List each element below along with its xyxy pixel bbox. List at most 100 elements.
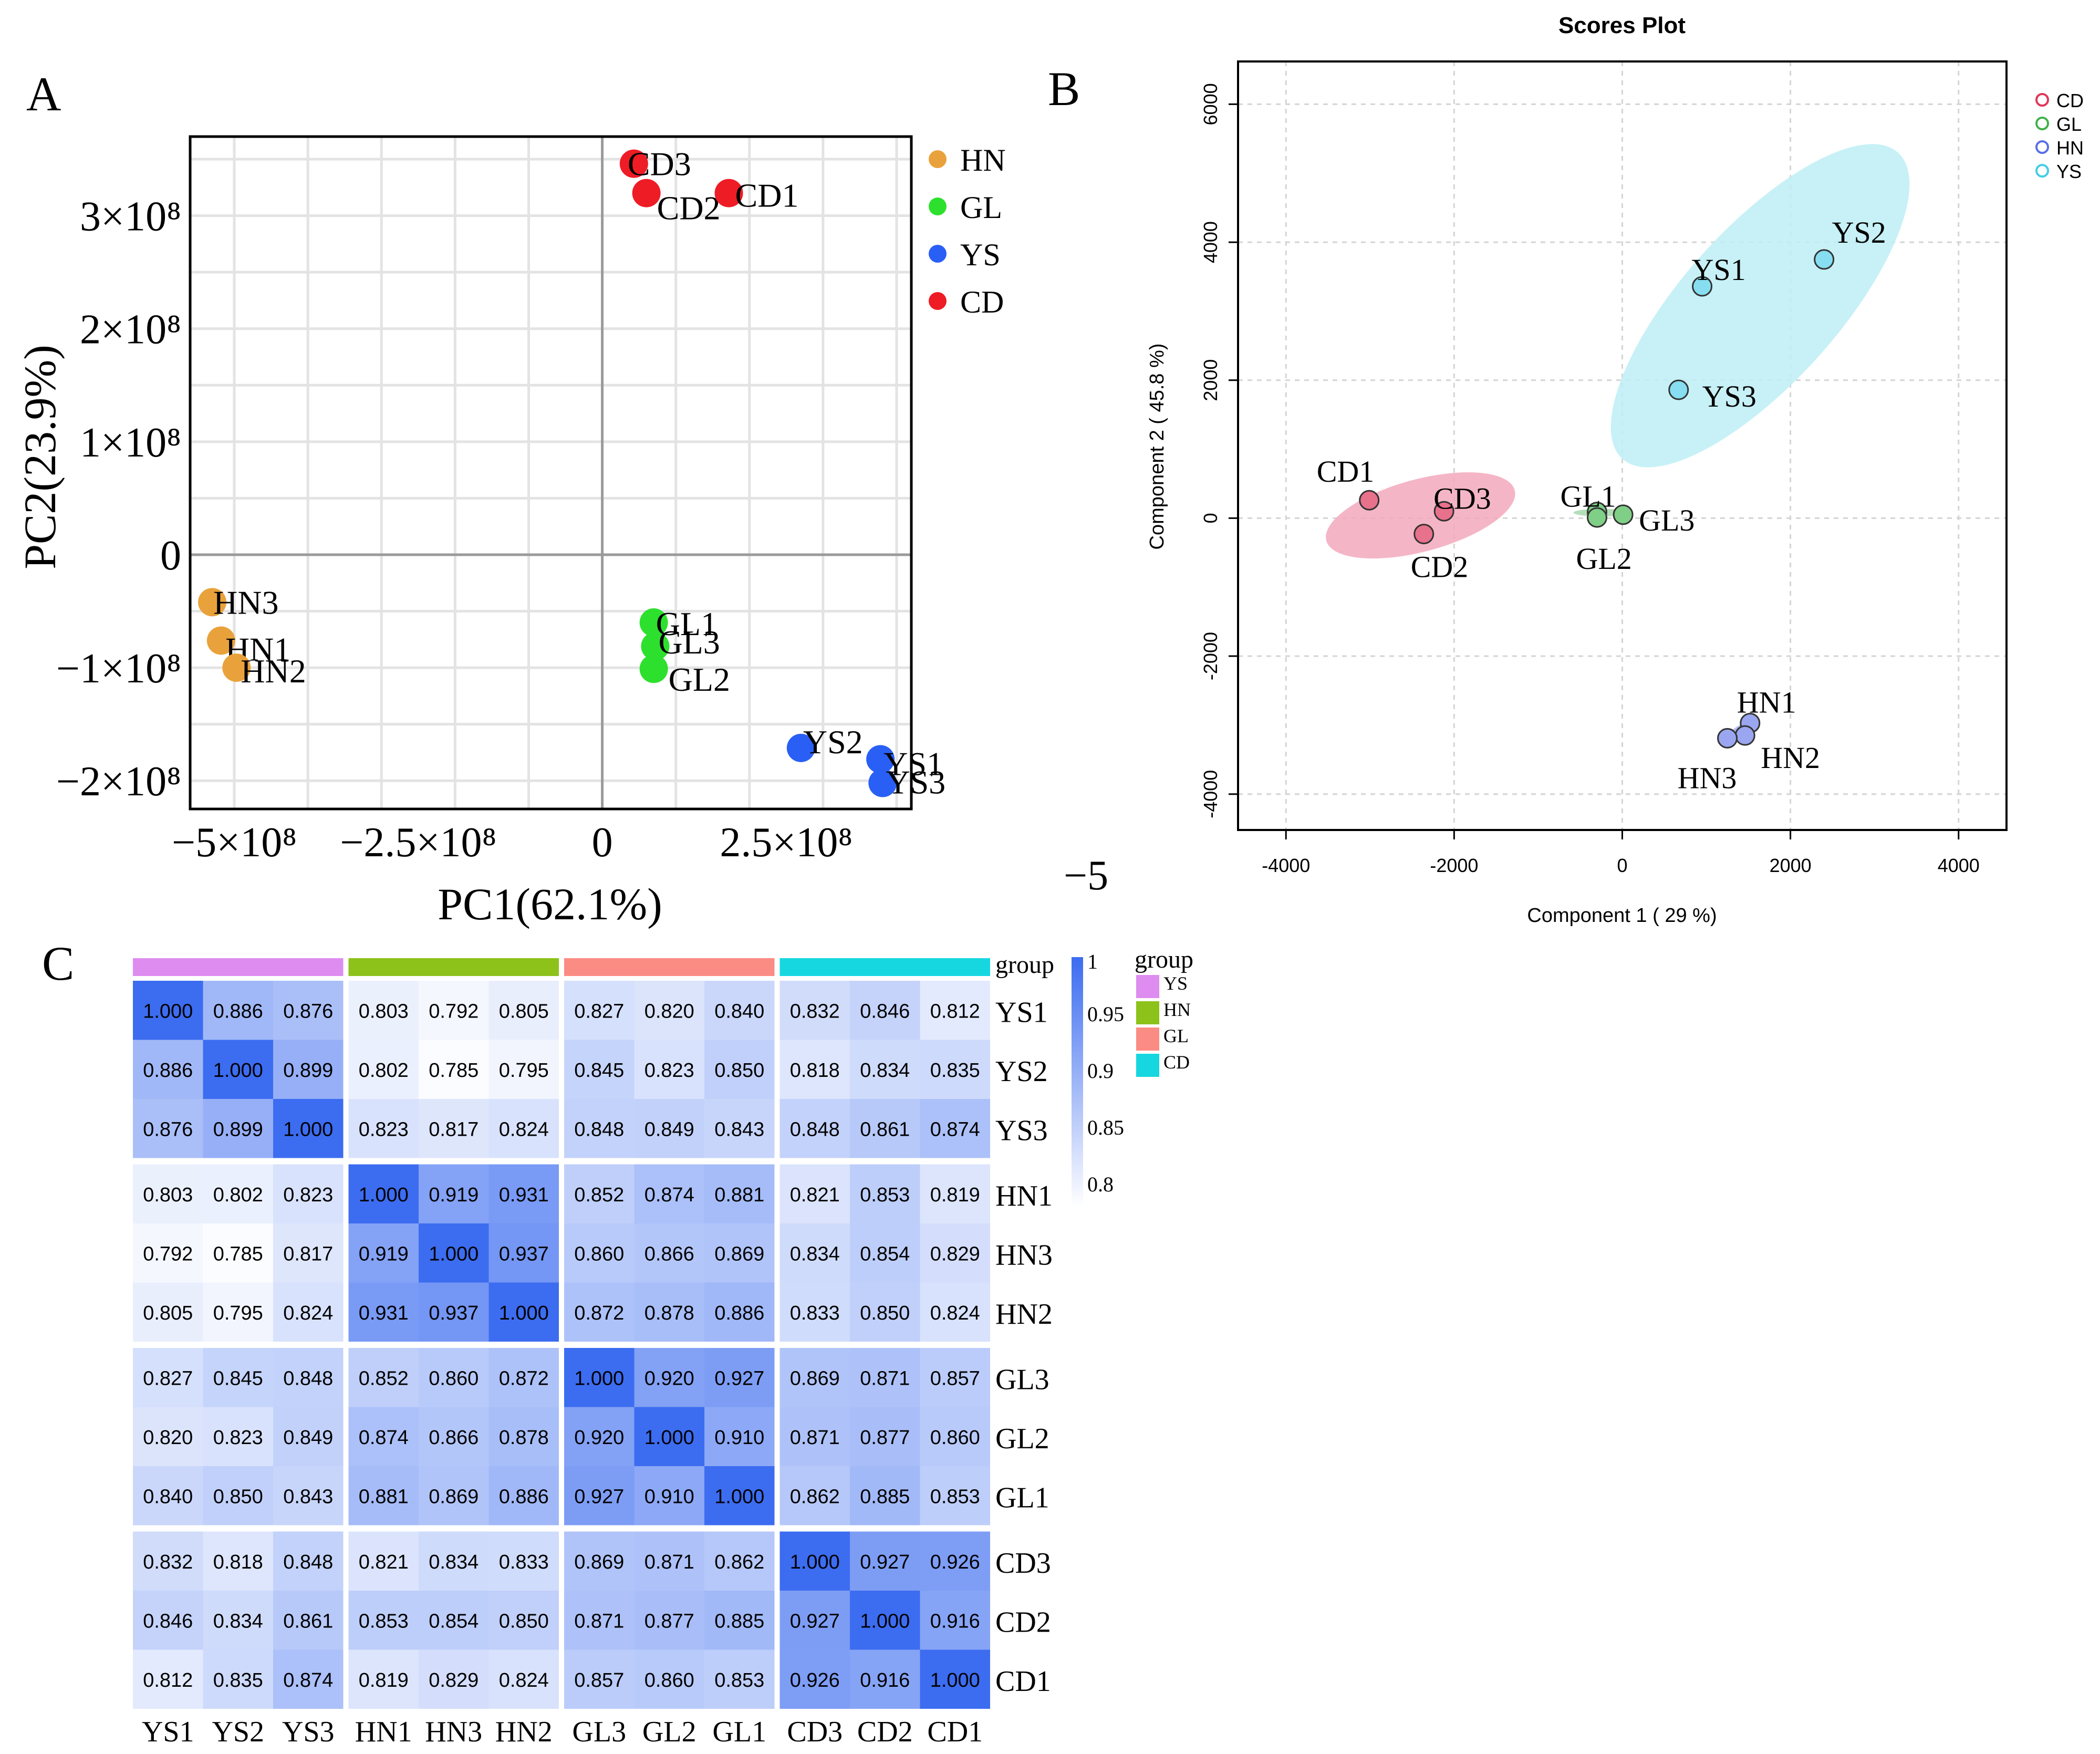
panel-c-cell [779,1591,850,1650]
panel-a: −5×10⁸ −2.5×10⁸ 0 2.5×10⁸ −2×10⁸ −1×10⁸ 0 1×10… [15,135,1006,929]
panel-c-cell [273,1649,344,1709]
panel-c-cell-value: 0.812 [930,1000,980,1022]
panel-c-cell-value: 0.931 [499,1184,549,1206]
panel-c-cell-value: 0.792 [429,1000,479,1022]
panel-c-cell-value: 0.823 [644,1060,694,1082]
panel-c-cell-value: 0.802 [359,1060,409,1082]
panel-c-cell [850,1591,920,1650]
panel-c-cell [203,1282,273,1342]
panel-b-y-tick-label: 2000 [1200,359,1221,401]
panel-c-cell-value: 0.852 [359,1367,409,1389]
panel-a-y-tick-label: 1×10⁸ [80,420,181,466]
panel-c-cell-value: 0.885 [714,1610,764,1632]
panel-c-cell-value: 0.937 [429,1302,479,1324]
panel-a-point-label: GL2 [669,661,730,698]
panel-c-cell [133,1282,203,1342]
panel-c-cell [779,1649,850,1709]
panel-c-cell [564,981,635,1040]
panel-c-cell [564,1466,635,1525]
panel-a-point-ys2 [786,733,815,762]
panel-c-cell [704,1348,775,1407]
panel-c-cell [850,1099,920,1158]
panel-c-colorbar: 1 0.95 0.9 0.85 0.8 [1072,950,1124,1207]
panel-c-cell-value: 0.845 [213,1367,263,1389]
panel-b-point-label: HN1 [1737,685,1796,719]
panel-c-cell-value: 0.853 [860,1184,910,1206]
panel-c-cell-value: 0.834 [860,1060,910,1082]
panel-a-y-tick-label: −2×10⁸ [56,759,181,805]
panel-c-cell-value: 1.000 [860,1610,910,1632]
panel-a-y-tick-label: 0 [160,533,181,579]
panel-c-cell-value: 0.861 [860,1118,910,1140]
panel-c-cell-value: 0.871 [790,1427,840,1449]
panel-c-cell-value: 0.860 [574,1243,624,1265]
panel-c-cell [419,1282,489,1342]
panel-c-cell-value: 0.840 [143,1486,193,1508]
panel-c-cell [704,981,775,1040]
panel-c-cell-value: 0.846 [860,1000,910,1022]
stray-tick-label: −5 [1064,853,1108,899]
panel-c-cell [564,1407,635,1466]
panel-c-cell-value: 0.869 [429,1486,479,1508]
panel-b-legend-marker-cd [2035,93,2049,107]
panel-c-cell-value: 0.824 [930,1302,980,1324]
panel-c-cell [488,1223,559,1283]
panel-c-cell [850,1348,920,1407]
panel-a-point-ys1 [866,745,895,774]
panel-c-cell [850,1531,920,1591]
panel-c-cell [634,1531,704,1591]
panel-a-x-tick-label: −5×10⁸ [172,819,297,866]
panel-c-cell-value: 0.843 [714,1118,764,1140]
panel-b-point-gl2 [1586,507,1607,528]
panel-c-cell-value: 0.852 [574,1184,624,1206]
panel-c-cell-value: 0.805 [143,1302,193,1324]
panel-c-cell [203,1223,273,1283]
panel-c-legend-label: GL [1163,1025,1189,1046]
panel-c-cell [564,1099,635,1158]
panel-c-cell [564,1591,635,1650]
panel-c-legend-swatch-gl [1136,1028,1159,1051]
panel-c-cell-value: 0.937 [499,1243,549,1265]
panel-c-cell-value: 0.792 [143,1243,193,1265]
panel-c-cell [850,1466,920,1525]
panel-c-cell [920,1223,990,1283]
panel-c-column-label: GL1 [712,1716,766,1748]
panel-c-cell-value: 0.910 [644,1486,694,1508]
panel-c-cell-value: 0.845 [574,1060,624,1082]
panel-c-cell-value: 0.854 [429,1610,479,1632]
panel-c-cell-value: 0.824 [283,1302,333,1324]
panel-c-cell [704,1223,775,1283]
panel-b-point-label: YS2 [1832,215,1886,250]
panel-c-cell-value: 0.850 [714,1060,764,1082]
panel-c-column-label: CD3 [787,1716,843,1748]
panel-c-cell [419,1531,489,1591]
panel-c-cell-value: 0.926 [930,1551,980,1573]
panel-b-legend-marker-hn [2035,140,2049,154]
panel-c-cell [273,1040,344,1099]
panel-c-group-annotation [133,958,990,976]
panel-b-point-label: HN3 [1678,761,1737,795]
panel-c-annotation-bar-gl [564,958,775,976]
panel-b-x-ticks: -4000 -2000 0 2000 4000 [1262,830,1980,876]
panel-c-cell-value: 0.871 [860,1367,910,1389]
panel-c-cell-value: 0.795 [213,1302,263,1324]
panel-a-legend-marker-gl [929,198,947,215]
panel-c-cell-value: 0.871 [574,1610,624,1632]
panel-c-cell-value: 0.860 [429,1367,479,1389]
panel-c-row-label: CD2 [995,1606,1051,1638]
panel-a-legend-label: YS [960,237,1001,272]
panel-b-y-tick-label: 0 [1200,513,1221,523]
panel-c-cell-value: 0.874 [644,1184,694,1206]
panel-a-point-cd1 [714,179,743,207]
panel-c-column-label: YS2 [212,1716,264,1748]
panel-c-cell [203,1407,273,1466]
panel-b-legend-label: GL [2056,113,2082,135]
panel-b-point-gl3 [1613,504,1634,525]
panel-c-colorbar-tick-label: 0.95 [1087,1002,1124,1026]
panel-c-cell [920,1407,990,1466]
panel-c-cell [273,1099,344,1158]
panel-c-cell [779,1466,850,1525]
panel-c-cell-value: 0.860 [930,1427,980,1449]
panel-a-x-tick-label: 2.5×10⁸ [720,819,853,866]
